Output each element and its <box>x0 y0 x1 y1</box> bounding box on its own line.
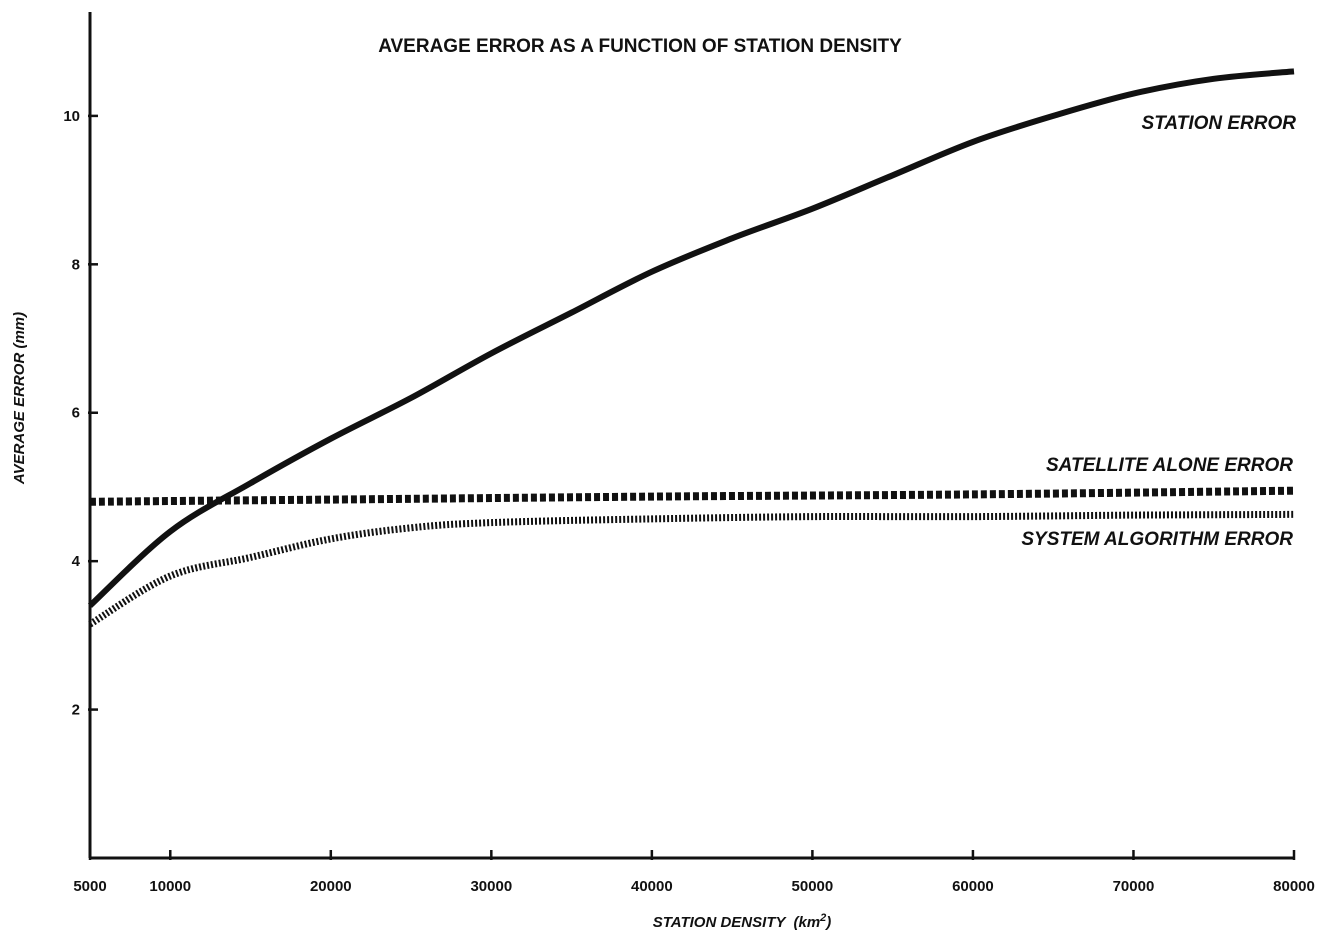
x-axis-label: STATION DENSITY (km2) <box>653 912 832 931</box>
series-label-station-error: STATION ERROR <box>1142 113 1297 134</box>
x-tick-label: 80000 <box>1273 878 1315 895</box>
x-tick-label: 5000 <box>73 878 106 895</box>
y-axis-label: AVERAGE ERROR (mm) <box>11 312 28 485</box>
x-tick-label: 10000 <box>149 878 191 895</box>
x-tick-label: 30000 <box>470 878 512 895</box>
series-line-satellite-alone-error <box>89 486 1295 506</box>
y-tick-label: 2 <box>72 702 80 719</box>
y-axis-ticks: 2 4 6 8 10 <box>63 108 98 719</box>
x-tick-label: 70000 <box>1113 878 1155 895</box>
series-layer <box>87 68 1295 628</box>
y-tick-label: 8 <box>72 256 80 273</box>
series-label-system-algorithm-error: SYSTEM ALGORITHM ERROR <box>1021 529 1293 550</box>
y-tick-label: 6 <box>72 405 80 422</box>
x-tick-label: 60000 <box>952 878 994 895</box>
x-axis-label-unit: (km <box>793 914 820 931</box>
series-line-station-error <box>87 68 1295 608</box>
series-label-satellite-alone-error: SATELLITE ALONE ERROR <box>1046 455 1293 476</box>
x-tick-label: 50000 <box>792 878 834 895</box>
chart-title: AVERAGE ERROR AS A FUNCTION OF STATION D… <box>378 36 902 57</box>
x-tick-label: 20000 <box>310 878 352 895</box>
y-tick-label: 10 <box>63 108 80 125</box>
x-axis-ticks: 5000 10000 20000 30000 40000 50000 60000 70000 8… <box>73 850 1315 895</box>
x-axis-label-unit-close: ) <box>824 914 831 931</box>
series-line-system-algorithm-error <box>88 510 1295 628</box>
x-axis-label-main: STATION DENSITY <box>653 914 788 931</box>
y-tick-label: 4 <box>72 553 81 570</box>
x-axis-label-unit-superscript: 2 <box>819 912 826 924</box>
x-tick-label: 40000 <box>631 878 673 895</box>
